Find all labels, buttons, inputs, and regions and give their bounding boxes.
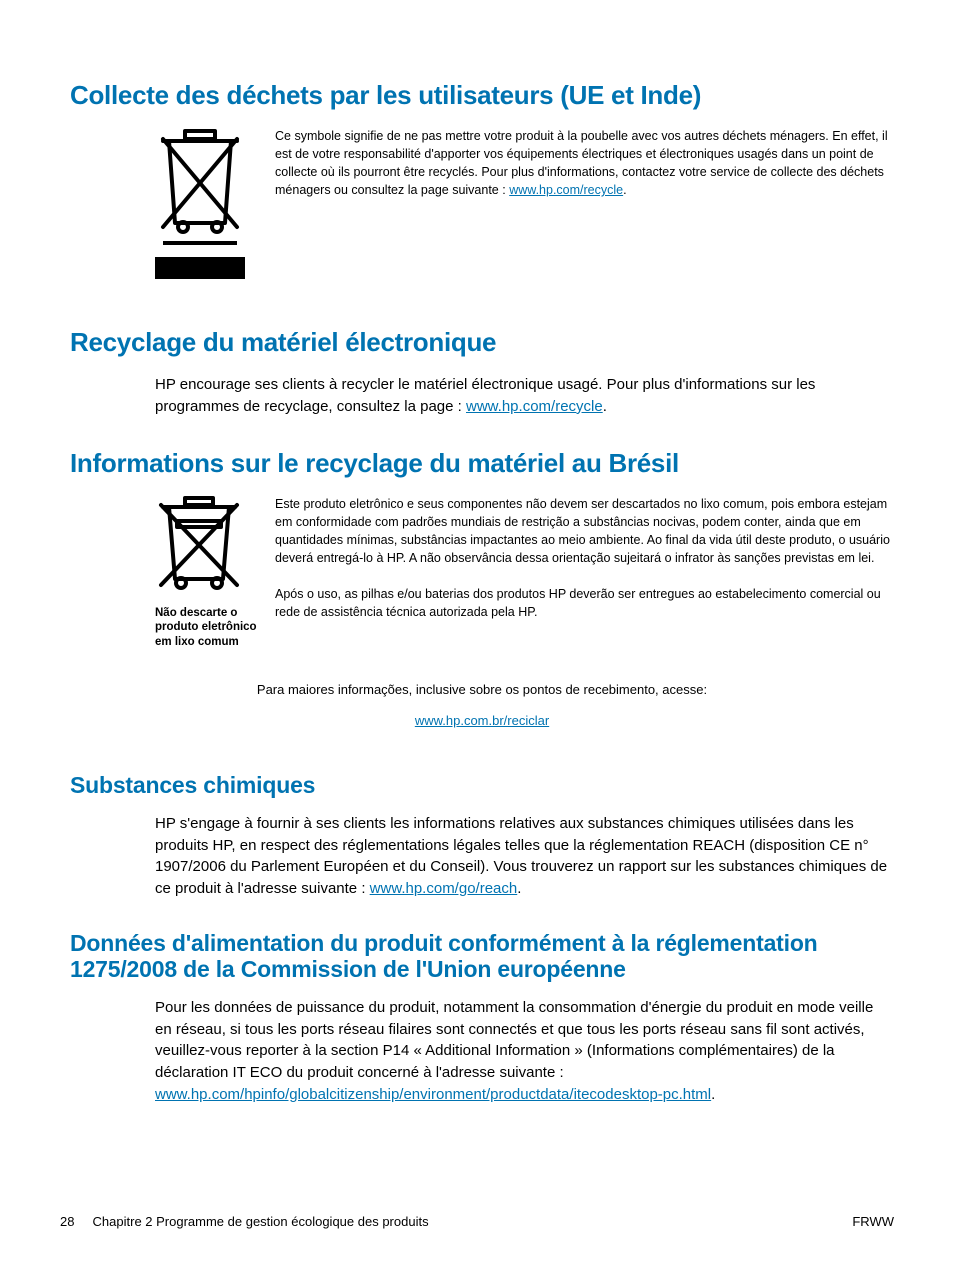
s3-center-text: Para maiores informações, inclusive sobr…: [70, 680, 894, 701]
s2-body-after: .: [603, 398, 607, 415]
s5-body-before: Pour les données de puissance du produit…: [155, 999, 873, 1081]
s5-link[interactable]: www.hp.com/hpinfo/globalcitizenship/envi…: [155, 1086, 711, 1103]
collecte-dechets-text: Ce symbole signifie de ne pas mettre vot…: [275, 127, 894, 200]
weee-bin-icon: [155, 127, 250, 282]
brazil-icon-block: Não descarte o produto eletrônico em lix…: [155, 495, 275, 651]
heading-collecte-dechets: Collecte des déchets par les utilisateur…: [70, 80, 894, 111]
heading-bresil: Informations sur le recyclage du matérie…: [70, 448, 894, 479]
page-footer: 28 Chapitre 2 Programme de gestion écolo…: [60, 1214, 894, 1229]
brazil-icon-caption: Não descarte o produto eletrônico em lix…: [155, 606, 265, 651]
footer-page-num: 28: [60, 1214, 74, 1229]
heading-donnees-alimentation: Données d'alimentation du produit confor…: [70, 930, 894, 983]
s3-center-link[interactable]: www.hp.com.br/reciclar: [415, 713, 549, 728]
s3-para2: Após o uso, as pilhas e/ou baterias dos …: [275, 585, 894, 621]
heading-substances: Substances chimiques: [70, 772, 894, 799]
s2-link[interactable]: www.hp.com/recycle: [466, 398, 603, 415]
donnees-alim-text: Pour les données de puissance du produit…: [155, 997, 894, 1106]
recyclage-text: HP encourage ses clients à recycler le m…: [155, 374, 894, 418]
brazil-bin-icon: [155, 495, 245, 595]
s4-link[interactable]: www.hp.com/go/reach: [370, 880, 518, 897]
s4-body-after: .: [517, 880, 521, 897]
weee-icon-block: [155, 127, 275, 287]
s5-body-after: .: [711, 1086, 715, 1103]
brazil-text: Este produto eletrônico e seus component…: [275, 495, 894, 622]
substances-text: HP s'engage à fournir à ses clients les …: [155, 813, 894, 900]
heading-recyclage-electronique: Recyclage du matériel électronique: [70, 327, 894, 358]
footer-lang: FRWW: [852, 1214, 894, 1229]
s1-body-after: .: [623, 183, 626, 197]
s1-link[interactable]: www.hp.com/recycle: [509, 183, 623, 197]
s3-para1: Este produto eletrônico e seus component…: [275, 495, 894, 568]
footer-chapter: Chapitre 2 Programme de gestion écologiq…: [93, 1214, 429, 1229]
